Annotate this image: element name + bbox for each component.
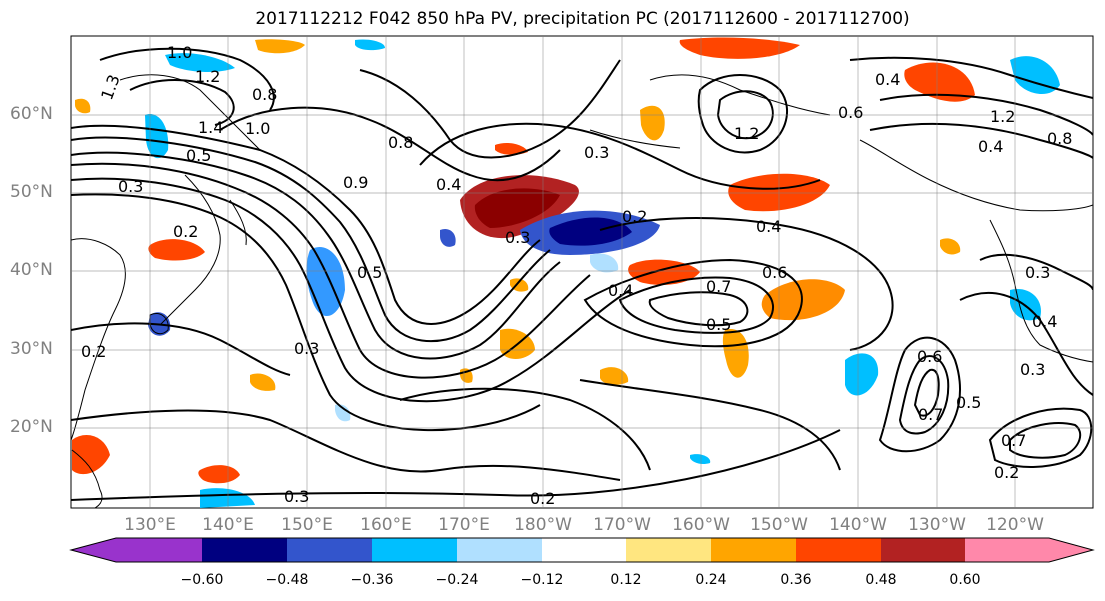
- contour-label: 0.4: [756, 217, 781, 236]
- contour-label: 0.2: [530, 489, 555, 508]
- colorbar-bin: [457, 538, 542, 562]
- lon-label: 140°W: [829, 515, 887, 535]
- contour-label: 0.2: [173, 222, 198, 241]
- colorbar-bin: [202, 538, 287, 562]
- colorbar-bin: [542, 538, 626, 562]
- colorbar-bin: [626, 538, 711, 562]
- colorbar-tick-label: −0.60: [180, 572, 224, 588]
- lon-label: 180°W: [514, 515, 572, 535]
- contour-label: 0.2: [994, 463, 1019, 482]
- map-frame: [70, 35, 1094, 509]
- contour-label: 0.9: [343, 173, 368, 192]
- colorbar-bin: [372, 538, 457, 562]
- lon-label: 130°W: [908, 515, 966, 535]
- lon-label: 150°E: [281, 515, 333, 535]
- contour-label: 0.2: [622, 207, 647, 226]
- colorbar-tick-label: 0.24: [695, 572, 727, 588]
- contour-label: 0.4: [436, 175, 461, 194]
- colorbar-tick-label: −0.48: [265, 572, 309, 588]
- contour-label: 0.4: [1032, 312, 1057, 331]
- contour-label: 0.3: [284, 487, 309, 506]
- contour-label: 0.3: [1025, 263, 1050, 282]
- contour-label: 1.2: [195, 67, 220, 86]
- gridlines: [71, 36, 1093, 508]
- contour-label: 0.3: [294, 339, 319, 358]
- contour-label: 0.3: [1020, 360, 1045, 379]
- colorbar-high-extension: [1049, 538, 1093, 562]
- colorbar-outline: [69, 537, 1095, 563]
- contour-label: 0.6: [762, 263, 787, 282]
- contour-label: 0.6: [838, 103, 863, 122]
- lat-label: 50°N: [10, 182, 53, 202]
- contour-label: 0.5: [357, 263, 382, 282]
- colorbar-tick-label: 0.48: [865, 572, 897, 588]
- colorbar-bin: [881, 538, 965, 562]
- pv-contours: [71, 47, 1093, 501]
- contour-label: 1.0: [245, 119, 270, 138]
- contour-label: 0.8: [252, 85, 277, 104]
- contour-label: 0.7: [918, 405, 943, 424]
- lat-label: 20°N: [10, 417, 53, 437]
- contour-label: 0.8: [1047, 129, 1072, 148]
- contour-label: 0.3: [584, 143, 609, 162]
- contour-label: 0.4: [875, 70, 900, 89]
- contour-label: 0.5: [186, 146, 211, 165]
- lon-label: 160°W: [672, 515, 730, 535]
- lon-label: 150°W: [750, 515, 808, 535]
- colorbar-tick-label: −0.24: [435, 572, 479, 588]
- contour-label: 0.3: [118, 177, 143, 196]
- colorbar-bin: [711, 538, 796, 562]
- contour-label: 1.2: [734, 124, 759, 143]
- colorbar-bin: [116, 538, 202, 562]
- contour-label: 0.6: [917, 347, 942, 366]
- contour-label: 0.4: [978, 137, 1003, 156]
- lat-label: 30°N: [10, 339, 53, 359]
- colorbar-tick-label: −0.12: [520, 572, 564, 588]
- lon-label: 160°E: [360, 515, 412, 535]
- contour-label: 0.8: [388, 133, 413, 152]
- colorbar-low-extension: [71, 538, 116, 562]
- contour-label: 0.3: [505, 228, 530, 247]
- colorbar-tick-label: 0.36: [780, 572, 812, 588]
- lon-label: 120°W: [986, 515, 1044, 535]
- contour-label: 1.4: [198, 118, 223, 137]
- colorbar-tick-label: −0.36: [350, 572, 394, 588]
- contour-label: 0.2: [81, 342, 106, 361]
- lat-label: 60°N: [10, 104, 53, 124]
- contour-label: 0.5: [706, 315, 731, 334]
- lon-label: 140°E: [202, 515, 254, 535]
- lon-label: 170°E: [438, 515, 490, 535]
- contour-label: 0.5: [956, 393, 981, 412]
- contour-label: 0.4: [608, 281, 633, 300]
- colorbar-bin: [796, 538, 881, 562]
- lat-label: 40°N: [10, 260, 53, 280]
- colorbar-bin: [965, 538, 1049, 562]
- contour-label: 0.7: [706, 277, 731, 296]
- contour-label: 1.0: [167, 43, 192, 62]
- lon-label: 130°E: [124, 515, 176, 535]
- colorbar-tick-label: 0.12: [610, 572, 642, 588]
- precip-positive-regions: [72, 37, 975, 484]
- colorbar-bin: [287, 538, 372, 562]
- coastlines: [71, 74, 1093, 508]
- colorbar: [69, 537, 1095, 563]
- contour-label: 1.2: [990, 107, 1015, 126]
- precip-negative-regions: [145, 39, 1060, 508]
- colorbar-tick-label: 0.60: [949, 572, 981, 588]
- lon-label: 170°W: [593, 515, 651, 535]
- map-title: 2017112212 F042 850 hPa PV, precipitatio…: [255, 9, 910, 29]
- contour-label: 0.7: [1001, 431, 1026, 450]
